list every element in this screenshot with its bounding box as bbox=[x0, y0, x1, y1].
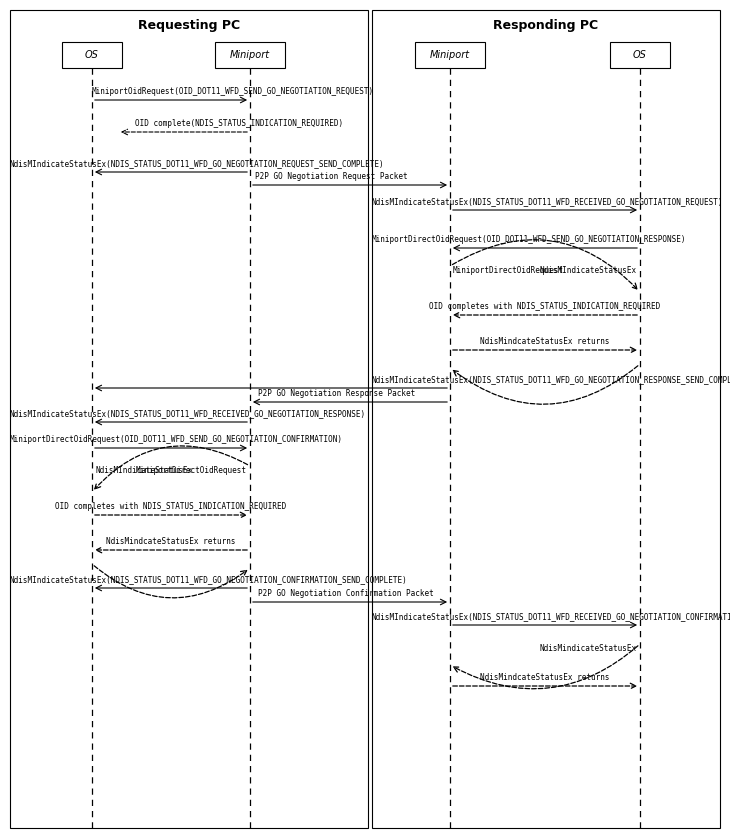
Text: NdisMIndicateStatusEx(NDIS_STATUS_DOT11_WFD_GO_NEGOTIATION_REQUEST_SEND_COMPLETE: NdisMIndicateStatusEx(NDIS_STATUS_DOT11_… bbox=[10, 159, 385, 168]
Text: Requesting PC: Requesting PC bbox=[138, 19, 240, 33]
Bar bbox=[610, 42, 670, 68]
Bar bbox=[62, 42, 122, 68]
Text: P2P GO Negotiation Response Packet: P2P GO Negotiation Response Packet bbox=[258, 389, 415, 398]
Text: NdisMIndicateStatusEx: NdisMIndicateStatusEx bbox=[540, 266, 637, 275]
Text: Miniport: Miniport bbox=[430, 50, 470, 60]
Text: NdisMIndicateStatusEx(NDIS_STATUS_DOT11_WFD_RECEIVED_GO_NEGOTIATION_RESPONSE): NdisMIndicateStatusEx(NDIS_STATUS_DOT11_… bbox=[10, 409, 366, 418]
Text: NdisMIndicateStatusEx(NDIS_STATUS_DOT11_WFD_GO_NEGOTIATION_CONFIRMATION_SEND_COM: NdisMIndicateStatusEx(NDIS_STATUS_DOT11_… bbox=[10, 575, 408, 584]
Text: OID completes with NDIS_STATUS_INDICATION_REQUIRED: OID completes with NDIS_STATUS_INDICATIO… bbox=[429, 302, 661, 311]
Bar bbox=[10, 10, 368, 828]
Bar bbox=[415, 42, 485, 68]
Text: OS: OS bbox=[633, 50, 647, 60]
Text: MiniportDirectOidRequest: MiniportDirectOidRequest bbox=[453, 266, 564, 275]
Text: NdisMIndicateStatusEx: NdisMIndicateStatusEx bbox=[95, 466, 192, 475]
Text: MiniportDirectOidRequest: MiniportDirectOidRequest bbox=[136, 466, 247, 475]
Text: Responding PC: Responding PC bbox=[493, 19, 599, 33]
Text: OID complete(NDIS_STATUS_INDICATION_REQUIRED): OID complete(NDIS_STATUS_INDICATION_REQU… bbox=[135, 119, 343, 128]
Text: NdisMIndicateStatusEx(NDIS_STATUS_DOT11_WFD_RECEIVED_GO_NEGOTIATION_REQUEST): NdisMIndicateStatusEx(NDIS_STATUS_DOT11_… bbox=[372, 197, 723, 206]
Text: NdisMindicateStatusEx: NdisMindicateStatusEx bbox=[540, 644, 637, 653]
Text: OID completes with NDIS_STATUS_INDICATION_REQUIRED: OID completes with NDIS_STATUS_INDICATIO… bbox=[55, 502, 287, 511]
Text: NdisMindcateStatusEx returns: NdisMindcateStatusEx returns bbox=[480, 337, 610, 346]
Text: Miniport: Miniport bbox=[230, 50, 270, 60]
Text: NdisMIndicateStatusEx(NDIS_STATUS_DOT11_WFD_GO_NEGOTIATION_RESPONSE_SEND_COMPLET: NdisMIndicateStatusEx(NDIS_STATUS_DOT11_… bbox=[372, 375, 730, 384]
Bar bbox=[215, 42, 285, 68]
Text: P2P GO Negotiation Confirmation Packet: P2P GO Negotiation Confirmation Packet bbox=[258, 589, 434, 598]
Text: MiniportDirectOidRequest(OID_DOT11_WFD_SEND_GO_NEGOTIATION_CONFIRMATION): MiniportDirectOidRequest(OID_DOT11_WFD_S… bbox=[10, 435, 343, 444]
Text: MiniportDirectOidRequest(OID_DOT11_WFD_SEND_GO_NEGOTIATION_RESPONSE): MiniportDirectOidRequest(OID_DOT11_WFD_S… bbox=[372, 235, 686, 244]
Text: NdisMindcateStatusEx returns: NdisMindcateStatusEx returns bbox=[107, 537, 236, 546]
Text: MiniportOidRequest(OID_DOT11_WFD_SEND_GO_NEGOTIATION_REQUEST): MiniportOidRequest(OID_DOT11_WFD_SEND_GO… bbox=[92, 87, 374, 96]
Text: OS: OS bbox=[85, 50, 99, 60]
Bar bbox=[372, 10, 720, 828]
Text: P2P GO Negotiation Request Packet: P2P GO Negotiation Request Packet bbox=[255, 172, 407, 181]
Text: NdisMIndicateStatusEx(NDIS_STATUS_DOT11_WFD_RECEIVED_GO_NEGOTIATION_CONFIRMATION: NdisMIndicateStatusEx(NDIS_STATUS_DOT11_… bbox=[372, 612, 730, 621]
Text: NdisMindcateStatusEx returns: NdisMindcateStatusEx returns bbox=[480, 673, 610, 682]
